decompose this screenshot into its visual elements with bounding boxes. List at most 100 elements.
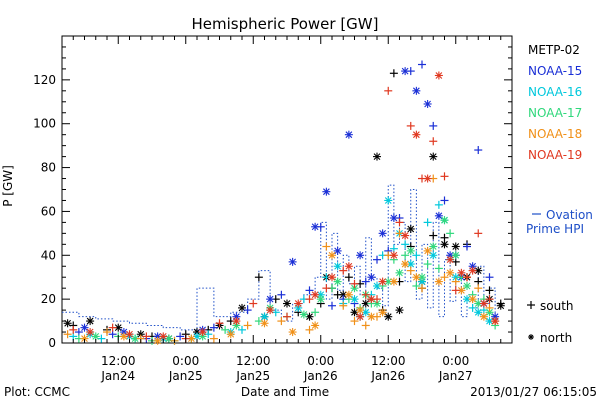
- footer-right: 2013/01/27 06:15:05: [470, 385, 597, 399]
- north-marker-d2: [446, 269, 454, 277]
- south-marker: [485, 273, 494, 282]
- north-marker: [266, 306, 275, 315]
- south-marker: [209, 334, 218, 343]
- north-marker-d2: [345, 291, 353, 299]
- north-marker-d2: [407, 225, 415, 233]
- south-marker: [339, 266, 348, 275]
- north-marker-d2: [446, 256, 454, 264]
- north-marker-d2: [390, 251, 398, 259]
- legend-ovation-label-line1: Ovation: [546, 208, 593, 222]
- north-marker-d2: [339, 291, 347, 299]
- north-marker: [356, 312, 365, 321]
- north-marker-d2: [384, 278, 392, 285]
- north-marker: [378, 277, 387, 286]
- x-tick-label-time: 12:00: [101, 354, 136, 368]
- north-marker-d2: [373, 153, 381, 160]
- north-marker-d2: [317, 295, 325, 303]
- north-marker: [350, 295, 359, 304]
- south-marker: [361, 277, 370, 286]
- north-marker-d2: [379, 278, 387, 285]
- north-marker: [463, 281, 471, 290]
- north-marker-d2: [435, 212, 443, 220]
- north-marker-d2: [384, 197, 392, 204]
- x-tick-label-date: Jan25: [168, 369, 203, 383]
- south-marker: [468, 303, 477, 312]
- y-axis-label: P [GW]: [1, 165, 15, 207]
- north-marker-d2: [266, 306, 274, 314]
- north-marker-d2: [474, 300, 482, 307]
- north-marker-d2: [373, 282, 381, 290]
- north-marker: [451, 242, 460, 251]
- y-tick-label: 100: [33, 117, 56, 131]
- north-marker-d2: [452, 273, 460, 281]
- north-marker-d2: [283, 300, 291, 307]
- north-marker: [468, 266, 477, 275]
- north-marker: [434, 277, 443, 286]
- north-marker: [496, 301, 505, 310]
- north-marker-d2: [424, 175, 432, 182]
- north-marker: [266, 295, 275, 304]
- legend-entry: NOAA-15: [528, 64, 582, 78]
- north-marker: [423, 246, 432, 255]
- north-marker-d2: [429, 251, 437, 259]
- north-marker-d2: [367, 273, 375, 281]
- north-marker-d2: [306, 313, 313, 321]
- south-marker: [249, 299, 258, 308]
- north-marker: [468, 295, 477, 304]
- y-tick-label: 20: [41, 292, 56, 306]
- footer-left: Plot: CCMC: [4, 385, 70, 399]
- x-tick-label-date: Jan26: [370, 369, 405, 383]
- north-marker: [429, 242, 438, 251]
- north-marker: [322, 187, 331, 196]
- south-marker: [406, 266, 415, 275]
- north-marker: [440, 216, 449, 225]
- south-marker: [339, 301, 348, 310]
- chart-title: Hemispheric Power [GW]: [192, 15, 379, 33]
- south-marker: [485, 303, 494, 312]
- north-marker: [283, 299, 291, 308]
- south-marker: [373, 255, 381, 264]
- north-marker: [80, 334, 89, 343]
- x-tick-label-date: Jan26: [303, 369, 338, 383]
- north-marker: [344, 262, 353, 271]
- south-marker: [305, 325, 314, 334]
- legend-ovation-label-line2: Prime HPI: [526, 222, 584, 236]
- north-marker-d2: [294, 300, 302, 307]
- north-marker: [260, 319, 269, 328]
- x-tick-label-time: 0:00: [307, 354, 334, 368]
- north-marker-d2: [457, 269, 465, 277]
- north-marker: [384, 196, 393, 205]
- x-tick-label-date: Jan24: [100, 369, 135, 383]
- north-marker: [356, 251, 365, 260]
- south-marker: [446, 229, 455, 238]
- north-marker-d2: [418, 273, 426, 281]
- north-marker: [125, 330, 134, 339]
- north-marker-d2: [390, 278, 398, 285]
- north-marker: [378, 308, 387, 317]
- north-marker: [311, 290, 320, 299]
- north-marker-d2: [367, 313, 375, 321]
- north-marker-d2: [491, 317, 499, 325]
- south-marker: [429, 137, 438, 146]
- north-marker: [232, 317, 241, 326]
- north-marker: [153, 336, 162, 345]
- north-marker-d2: [401, 67, 409, 75]
- north-marker-d2: [154, 337, 162, 345]
- north-marker-d2: [412, 273, 420, 281]
- north-marker-d2: [407, 247, 415, 255]
- north-marker-d2: [497, 302, 505, 310]
- south-marker: [305, 295, 314, 304]
- south-marker: [474, 284, 483, 293]
- north-marker-d2: [351, 295, 358, 303]
- legend-entry: NOAA-16: [528, 85, 582, 99]
- north-marker: [418, 273, 426, 282]
- north-marker: [446, 268, 455, 277]
- north-marker-d2: [474, 267, 482, 275]
- south-marker: [108, 323, 117, 332]
- north-marker-d2: [379, 308, 387, 316]
- south-marker: [474, 229, 483, 238]
- north-marker-d2: [356, 251, 364, 259]
- south-marker: [209, 323, 218, 332]
- north-marker: [429, 152, 438, 161]
